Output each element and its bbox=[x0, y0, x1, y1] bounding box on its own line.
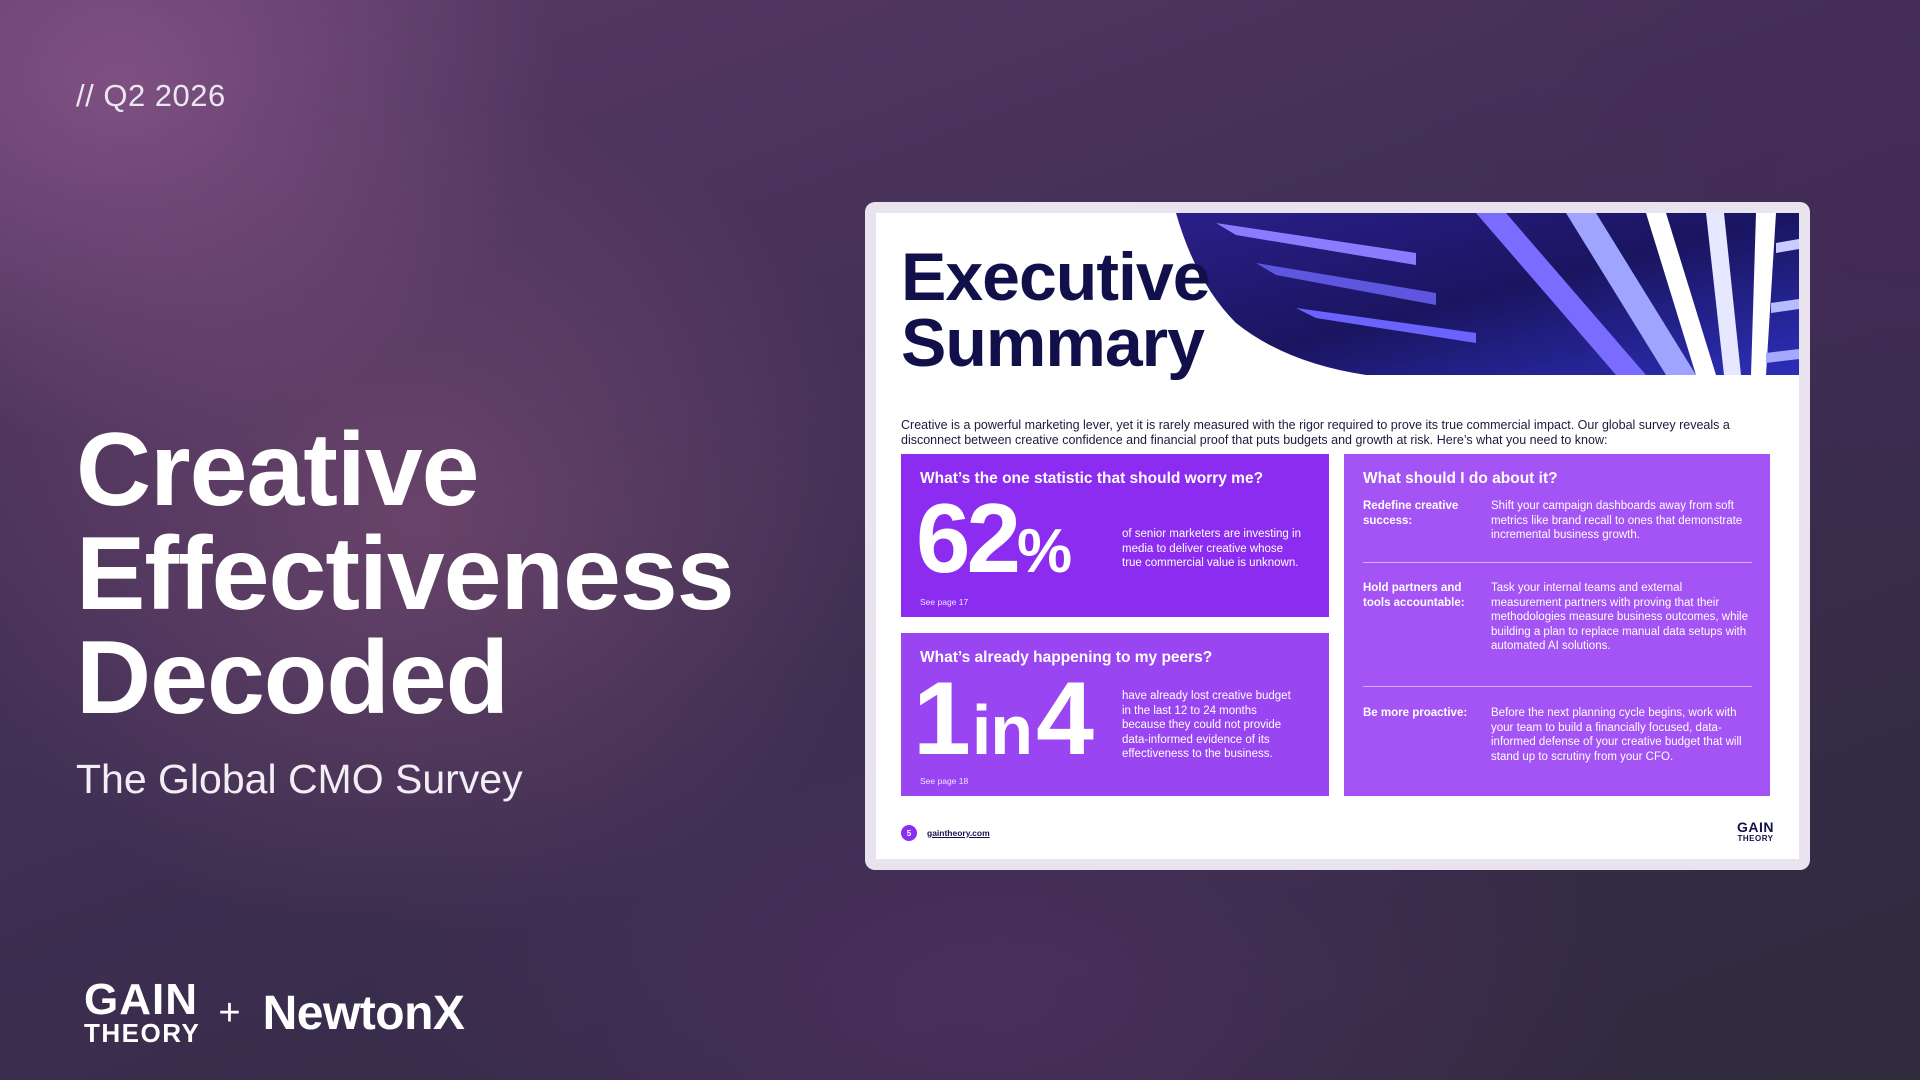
see-page-note: See page 18 bbox=[920, 776, 969, 786]
action-label: Be more proactive: bbox=[1363, 707, 1468, 719]
action-text: Shift your campaign dashboards away from… bbox=[1491, 500, 1743, 541]
hero-title-line: Creative bbox=[76, 412, 479, 528]
hero-title: Creative Effectiveness Decoded bbox=[76, 412, 735, 736]
stat-number: 62% bbox=[916, 488, 1072, 602]
gain-logo-line1: GAIN bbox=[84, 975, 198, 1024]
hero-subtitle: The Global CMO Survey bbox=[76, 756, 523, 802]
action-question: What should I do about it? bbox=[1363, 470, 1558, 487]
report-title-line: Summary bbox=[901, 305, 1205, 381]
report-footer: 5 gaintheory.com bbox=[901, 825, 990, 841]
report-intro: Creative is a powerful marketing lever, … bbox=[901, 417, 1730, 447]
report-preview: Executive Summary Creative is a powerful… bbox=[865, 202, 1810, 870]
brand-logos: GAIN THEORY + NewtonX bbox=[84, 975, 465, 1048]
stat-unit: % bbox=[1017, 517, 1073, 586]
ratio-b: 4 bbox=[1036, 661, 1094, 777]
divider bbox=[1363, 686, 1752, 687]
report-logo-line2: THEORY bbox=[1737, 834, 1774, 843]
stat-description: of senior marketers are investing in med… bbox=[1122, 528, 1301, 569]
action-text: Before the next planning cycle begins, w… bbox=[1491, 707, 1742, 763]
stat-panel: What’s the one statistic that should wor… bbox=[901, 454, 1329, 617]
ratio-in: in bbox=[971, 691, 1033, 769]
hero-title-line: Decoded bbox=[76, 620, 509, 736]
action-label: Redefine creative success: bbox=[1363, 500, 1459, 527]
report-title: Executive Summary bbox=[901, 239, 1211, 381]
report-logo-line1: GAIN bbox=[1737, 819, 1774, 835]
peer-question: What’s already happening to my peers? bbox=[920, 649, 1213, 666]
plus-sign: + bbox=[218, 991, 241, 1034]
peer-ratio: 1in4 bbox=[913, 667, 1094, 780]
action-panel: What should I do about it? Redefine crea… bbox=[1344, 454, 1770, 796]
hero-title-line: Effectiveness bbox=[76, 516, 735, 632]
report-title-line: Executive bbox=[901, 239, 1211, 315]
see-page-note: See page 17 bbox=[920, 597, 969, 607]
newtonx-logo: NewtonX bbox=[262, 986, 465, 1040]
ratio-a: 1 bbox=[913, 661, 971, 777]
action-label: Hold partners and tools accountable: bbox=[1363, 582, 1465, 609]
peer-panel: What’s already happening to my peers? 1i… bbox=[901, 633, 1329, 796]
gain-logo-line2: THEORY bbox=[84, 1018, 201, 1048]
peer-description: have already lost creative budget in the… bbox=[1122, 690, 1291, 760]
page-number: 5 bbox=[901, 825, 917, 841]
divider bbox=[1363, 562, 1752, 563]
stat-value: 62 bbox=[916, 483, 1021, 593]
quarter-label: // Q2 2026 bbox=[76, 78, 226, 113]
corridor-image bbox=[1176, 213, 1799, 375]
site-link[interactable]: gaintheory.com bbox=[927, 828, 990, 838]
report-logo: GAIN THEORY bbox=[1737, 819, 1774, 843]
action-text: Task your internal teams and external me… bbox=[1491, 582, 1748, 652]
gain-theory-logo: GAIN THEORY bbox=[84, 975, 201, 1048]
stat-question: What’s the one statistic that should wor… bbox=[920, 470, 1264, 487]
